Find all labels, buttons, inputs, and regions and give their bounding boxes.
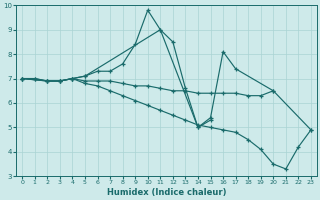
X-axis label: Humidex (Indice chaleur): Humidex (Indice chaleur): [107, 188, 226, 197]
